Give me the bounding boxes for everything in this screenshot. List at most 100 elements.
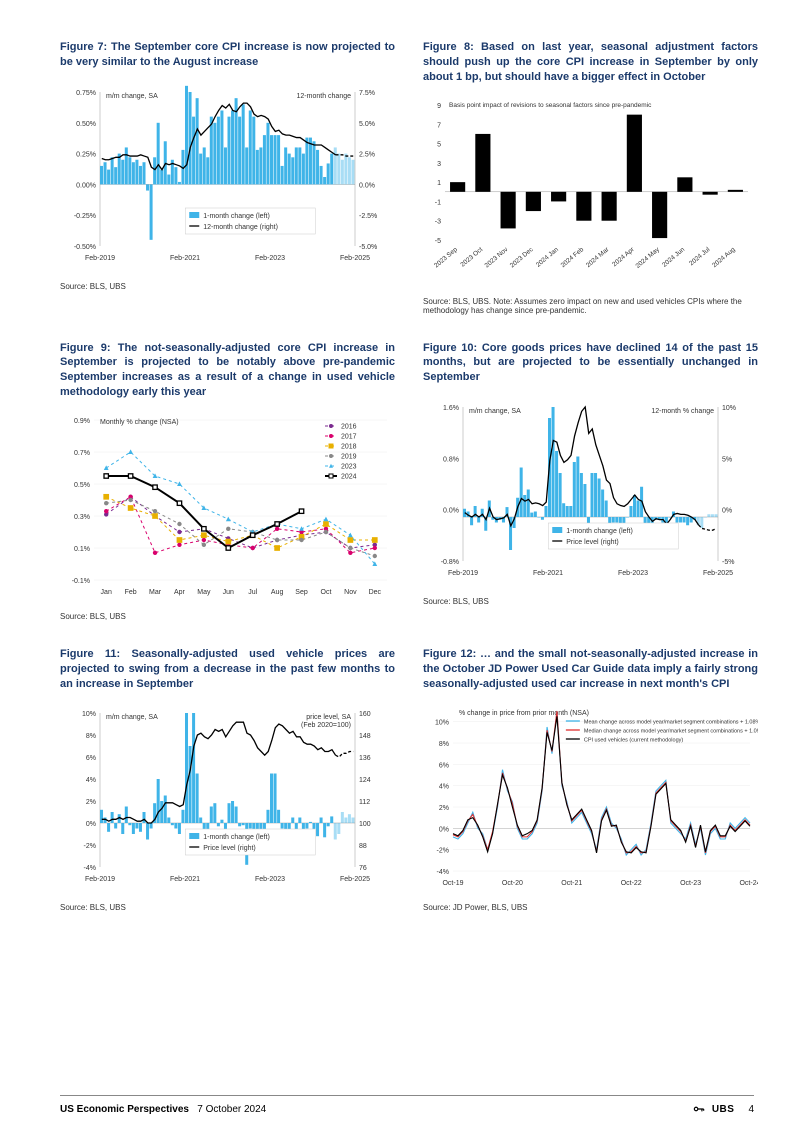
figure-12-title: Figure 12: … and the small not-seasonall… [423, 647, 758, 692]
svg-text:148: 148 [359, 733, 371, 740]
svg-text:1-month change (left): 1-month change (left) [203, 213, 270, 220]
figure-11-source: Source: BLS, UBS [60, 903, 395, 912]
figure-11-chart: 10%8%6%4%2%0%-2%-4%160148136124112100887… [60, 701, 395, 891]
svg-text:2024: 2024 [341, 473, 357, 480]
figure-11: Figure 11: Seasonally-adjusted used vehi… [60, 647, 395, 913]
figure-7-title: Figure 7: The September core CPI increas… [60, 40, 395, 70]
svg-text:Feb-2023: Feb-2023 [255, 876, 285, 883]
svg-text:4%: 4% [439, 784, 449, 791]
svg-text:Feb: Feb [125, 589, 137, 596]
svg-text:-0.1%: -0.1% [72, 578, 90, 585]
figure-9-chart: 0.9%0.7%0.5%0.3%0.1%-0.1%Monthly % chang… [60, 410, 395, 600]
svg-text:-4%: -4% [84, 865, 96, 872]
figure-8-chart: 97531-1-3-5Basis point impact of revisio… [423, 95, 758, 285]
svg-text:100: 100 [359, 821, 371, 828]
svg-text:0.75%: 0.75% [76, 90, 96, 97]
svg-text:1: 1 [437, 180, 441, 187]
svg-text:10%: 10% [722, 405, 736, 412]
svg-text:0.25%: 0.25% [76, 151, 96, 158]
svg-text:Nov: Nov [344, 589, 357, 596]
figure-grid: Figure 7: The September core CPI increas… [60, 40, 754, 912]
svg-text:Jul: Jul [248, 589, 257, 596]
svg-text:6%: 6% [439, 763, 449, 770]
figure-9-source: Source: BLS, UBS [60, 612, 395, 621]
svg-text:2023 Dec: 2023 Dec [509, 245, 535, 269]
svg-text:2017: 2017 [341, 433, 357, 440]
svg-text:0.0%: 0.0% [443, 508, 459, 515]
figure-11-title: Figure 11: Seasonally-adjusted used vehi… [60, 647, 395, 692]
svg-text:0.8%: 0.8% [443, 456, 459, 463]
svg-text:8%: 8% [86, 733, 96, 740]
figure-10: Figure 10: Core goods prices have declin… [423, 341, 758, 621]
svg-text:CPI used vehicles (current met: CPI used vehicles (current methodology) [584, 738, 684, 744]
svg-text:2024 Feb: 2024 Feb [560, 245, 586, 268]
svg-text:Mar: Mar [149, 589, 162, 596]
svg-text:0.5%: 0.5% [74, 482, 90, 489]
figure-10-source: Source: BLS, UBS [423, 597, 758, 606]
svg-text:-2%: -2% [84, 843, 96, 850]
svg-text:-0.8%: -0.8% [441, 559, 459, 566]
svg-text:2%: 2% [86, 799, 96, 806]
figure-9-title: Figure 9: The not-seasonally-adjusted co… [60, 341, 395, 400]
figure-12-chart: 10%8%6%4%2%0%-2%-4%% change in price fro… [423, 701, 758, 891]
svg-text:May: May [197, 589, 211, 596]
svg-text:112: 112 [359, 799, 370, 806]
svg-text:0.9%: 0.9% [74, 418, 90, 425]
figure-7-chart: 0.75%0.50%0.25%0.00%-0.25%-0.50%7.5%5.0%… [60, 80, 395, 270]
svg-text:1-month change (left): 1-month change (left) [203, 834, 270, 841]
svg-text:price level, SA: price level, SA [306, 714, 351, 721]
svg-text:9: 9 [437, 103, 441, 110]
figure-10-chart: 1.6%0.8%0.0%-0.8%10%5%0%-5%m/m change, S… [423, 395, 758, 585]
figure-10-title: Figure 10: Core goods prices have declin… [423, 341, 758, 386]
svg-text:4%: 4% [86, 777, 96, 784]
svg-text:Feb-2019: Feb-2019 [448, 570, 478, 577]
svg-text:160: 160 [359, 711, 371, 718]
svg-text:2.5%: 2.5% [359, 151, 375, 158]
svg-text:88: 88 [359, 843, 367, 850]
svg-text:Feb-2021: Feb-2021 [533, 570, 563, 577]
figure-7-source: Source: BLS, UBS [60, 282, 395, 291]
svg-text:m/m change, SA: m/m change, SA [469, 408, 521, 415]
svg-text:Feb-2023: Feb-2023 [618, 570, 648, 577]
svg-text:0.3%: 0.3% [74, 514, 90, 521]
svg-text:0%: 0% [439, 827, 449, 834]
svg-text:10%: 10% [82, 711, 96, 718]
figure-8: Figure 8: Based on last year, seasonal a… [423, 40, 758, 315]
svg-text:Feb-2023: Feb-2023 [255, 255, 285, 262]
svg-text:2024 Mar: 2024 Mar [585, 245, 611, 269]
svg-text:5: 5 [437, 141, 441, 148]
svg-text:0.00%: 0.00% [76, 182, 96, 189]
svg-text:2024 Aug: 2024 Aug [711, 245, 737, 268]
svg-text:-4%: -4% [437, 869, 449, 876]
svg-text:Feb-2021: Feb-2021 [170, 876, 200, 883]
svg-text:6%: 6% [86, 755, 96, 762]
svg-text:Basis point impact of revision: Basis point impact of revisions to seaso… [449, 102, 652, 109]
footer-title: US Economic Perspectives [60, 1104, 189, 1115]
svg-text:2024 Jun: 2024 Jun [661, 245, 686, 268]
ubs-logo: UBS [712, 1104, 735, 1115]
svg-text:0%: 0% [722, 508, 732, 515]
svg-text:124: 124 [359, 777, 371, 784]
ubs-keys-icon [692, 1102, 706, 1116]
svg-text:Mean change across model year/: Mean change across model year/market seg… [584, 720, 758, 726]
svg-text:-0.25%: -0.25% [74, 213, 96, 220]
svg-text:Price level (right): Price level (right) [566, 539, 619, 546]
svg-text:2%: 2% [439, 805, 449, 812]
svg-text:Apr: Apr [174, 589, 186, 596]
svg-text:0.0%: 0.0% [359, 182, 375, 189]
svg-text:Dec: Dec [369, 589, 382, 596]
svg-text:Aug: Aug [271, 589, 284, 596]
footer-left: US Economic Perspectives 7 October 2024 [60, 1104, 266, 1115]
svg-text:Jun: Jun [223, 589, 234, 596]
svg-text:5%: 5% [722, 456, 732, 463]
svg-text:2023 Nov: 2023 Nov [484, 245, 510, 269]
svg-text:2023 Sep: 2023 Sep [433, 245, 459, 268]
svg-text:0.50%: 0.50% [76, 120, 96, 127]
svg-text:-5: -5 [435, 238, 441, 245]
svg-text:2016: 2016 [341, 423, 357, 430]
svg-text:7.5%: 7.5% [359, 90, 375, 97]
figure-12: Figure 12: … and the small not-seasonall… [423, 647, 758, 913]
svg-text:10%: 10% [435, 720, 449, 727]
svg-text:2024 Jan: 2024 Jan [535, 245, 560, 268]
svg-text:-1: -1 [435, 199, 441, 206]
